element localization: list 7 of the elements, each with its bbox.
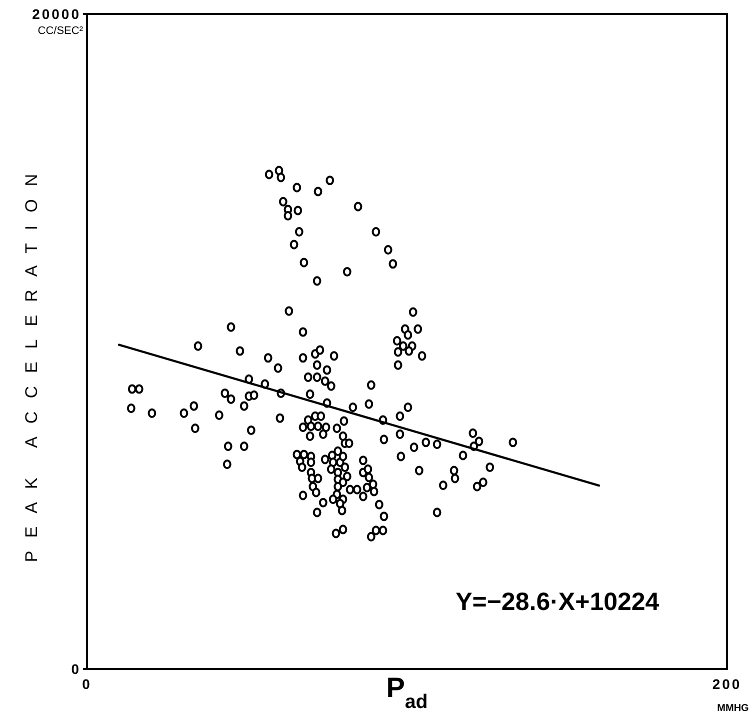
text: CC/SEC² (38, 25, 84, 37)
x-axis-title: P$_{ad}$ (386, 672, 428, 713)
x-tick-label: 200 (712, 676, 742, 692)
annotation: Y=−28.6·X+10224 (456, 588, 660, 616)
y-tick-label: 20000 (32, 6, 81, 22)
text: MMHG (717, 703, 750, 714)
y-axis-title: PEAK ACCELERATION (22, 160, 41, 562)
